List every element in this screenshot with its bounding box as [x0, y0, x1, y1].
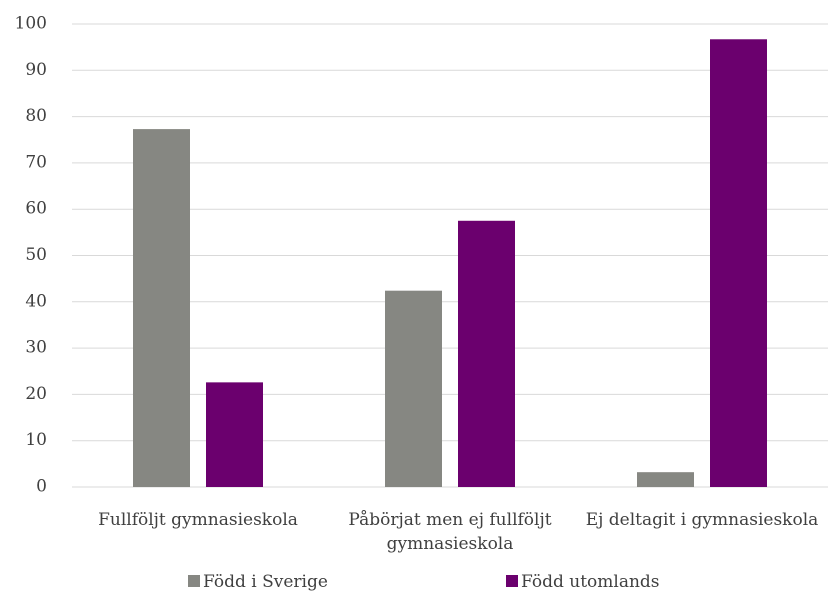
y-tick-label: 70: [25, 152, 47, 172]
y-tick-label: 100: [15, 14, 47, 34]
bar-fodd-utomlands: [710, 39, 767, 488]
legend-swatch: [506, 575, 518, 587]
y-tick-label: 30: [25, 338, 47, 358]
legend-swatch: [188, 575, 200, 587]
bars: [133, 39, 767, 488]
legend: Född i Sverige Född utomlands: [188, 572, 660, 592]
bar-fodd-utomlands: [458, 220, 515, 487]
y-tick-label: 10: [25, 430, 47, 450]
y-tick-label: 20: [25, 384, 47, 404]
x-category-label: Påbörjat men ej fullföljt: [348, 510, 551, 530]
x-category-label: Ej deltagit i gymnasieskola: [586, 510, 819, 530]
legend-label: Född utomlands: [521, 572, 660, 592]
y-tick-label: 0: [36, 477, 47, 497]
bar-fodd-i-sverige: [385, 290, 442, 487]
x-axis-categories: Fullföljt gymnasieskola Påbörjat men ej f…: [98, 510, 818, 554]
y-tick-label: 40: [25, 291, 47, 311]
x-category-label: Fullföljt gymnasieskola: [98, 510, 298, 530]
x-category-label: gymnasieskola: [387, 534, 514, 554]
y-tick-label: 50: [25, 245, 47, 265]
gridlines: [72, 23, 828, 488]
y-tick-label: 80: [25, 106, 47, 126]
bar-fodd-i-sverige: [133, 129, 190, 487]
legend-label: Född i Sverige: [203, 572, 328, 592]
bar-fodd-i-sverige: [637, 472, 694, 487]
y-tick-label: 60: [25, 199, 47, 219]
y-tick-label: 90: [25, 60, 47, 80]
y-axis-ticks: 0 10 20 30 40 50 60 70 80 90 100: [15, 14, 47, 497]
bar-fodd-utomlands: [206, 382, 263, 487]
